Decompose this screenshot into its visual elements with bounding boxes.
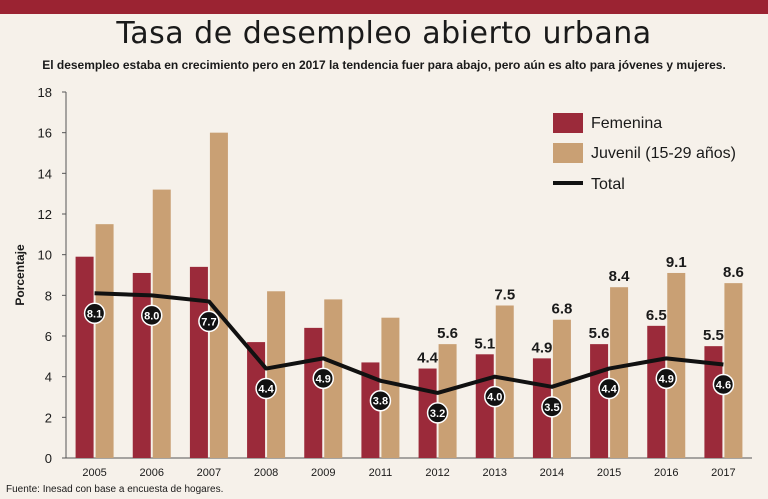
legend-swatch-femenina: [553, 113, 583, 133]
x-tick-label: 2007: [197, 467, 221, 479]
x-tick-label: 2017: [711, 467, 735, 479]
data-label-femenina: 4.4: [417, 350, 439, 367]
bar-juvenil: [152, 189, 171, 458]
point-total: [369, 389, 392, 412]
x-tick-label: 2014: [540, 467, 564, 479]
point-total: [712, 373, 735, 396]
point-total: [541, 396, 563, 418]
x-tick-label: 2006: [140, 467, 164, 479]
y-tick-label: 4: [45, 370, 52, 385]
point-total: [598, 377, 620, 400]
point-total: [141, 304, 163, 327]
bar-femenina: [647, 325, 666, 458]
bar-femenina: [75, 256, 94, 458]
point-total: [198, 310, 220, 333]
data-label-juvenil: 7.5: [494, 287, 515, 304]
y-tick-label: 10: [38, 248, 52, 263]
data-label-total: 8.0: [144, 310, 159, 322]
bar-juvenil: [95, 224, 114, 458]
bar-juvenil: [438, 344, 457, 458]
bar-femenina: [361, 362, 380, 458]
data-label-femenina: 4.9: [531, 339, 552, 356]
data-label-total: 8.1: [87, 308, 102, 320]
x-tick-label: 2005: [82, 467, 106, 479]
y-tick-label: 14: [38, 166, 52, 181]
chart-title: Tasa de desempleo abierto urbana: [116, 16, 652, 51]
x-tick-label: 2016: [654, 467, 678, 479]
top-color-bar: [0, 0, 768, 14]
bar-femenina: [704, 346, 723, 458]
x-tick-label: 2015: [597, 467, 621, 479]
data-label-juvenil: 8.4: [609, 268, 631, 285]
data-label-femenina: 6.5: [646, 307, 667, 324]
line-total: [94, 291, 724, 395]
bar-femenina: [132, 272, 151, 458]
data-label-total: 4.4: [258, 384, 274, 396]
y-axis-label: Porcentaje: [13, 244, 27, 306]
bar-femenina: [590, 344, 609, 458]
y-tick-label: 16: [38, 126, 52, 141]
x-tick-label: 2013: [483, 467, 507, 479]
legend-label-femenina: Femenina: [591, 115, 662, 132]
y-tick-label: 6: [45, 329, 52, 344]
legend-swatch-juvenil: [553, 143, 583, 163]
x-tick-label: 2011: [369, 467, 393, 479]
data-label-total: 3.5: [544, 402, 559, 414]
data-label-total: 3.8: [373, 396, 388, 408]
data-label-femenina: 5.1: [474, 335, 495, 352]
y-tick-label: 8: [45, 288, 52, 303]
legend-label-juvenil: Juvenil (15-29 años): [591, 145, 736, 162]
data-label-juvenil: 9.1: [666, 254, 687, 271]
bar-juvenil: [267, 291, 286, 458]
data-label-total: 3.2: [430, 408, 445, 420]
y-tick-label: 0: [45, 451, 52, 466]
legend-label-total: Total: [591, 176, 625, 193]
bar-femenina: [304, 327, 323, 458]
bar-juvenil: [552, 319, 571, 458]
point-total: [655, 367, 677, 390]
x-tick-label: 2008: [254, 467, 278, 479]
bar-juvenil: [724, 283, 743, 458]
data-label-total: 4.0: [487, 392, 502, 404]
x-tick-label: 2012: [425, 467, 449, 479]
data-label-total: 7.7: [201, 316, 216, 328]
point-total: [83, 302, 106, 325]
bar-juvenil: [495, 305, 514, 458]
x-tick-label: 2009: [311, 467, 335, 479]
data-label-juvenil: 6.8: [551, 301, 572, 318]
point-total: [484, 385, 506, 408]
point-total: [255, 377, 277, 400]
data-label-femenina: 5.6: [589, 325, 610, 342]
data-label-total: 4.9: [316, 373, 331, 385]
point-total: [426, 402, 449, 424]
data-label-total: 4.4: [601, 384, 617, 396]
chart-subtitle: El desempleo estaba en crecimiento pero …: [42, 58, 726, 72]
bar-juvenil: [209, 132, 228, 458]
source-note: Fuente: Inesad con base a encuesta de ho…: [6, 484, 224, 495]
bar-femenina: [247, 342, 266, 458]
bar-juvenil: [667, 272, 686, 458]
data-label-juvenil: 8.6: [723, 264, 744, 281]
bar-femenina: [189, 266, 208, 458]
bar-juvenil: [381, 317, 400, 458]
data-label-total: 4.6: [716, 379, 731, 391]
data-label-femenina: 5.5: [703, 327, 724, 344]
data-label-juvenil: 5.6: [437, 325, 458, 342]
y-tick-label: 12: [38, 207, 52, 222]
data-label-total: 4.9: [659, 373, 674, 385]
point-total: [312, 367, 334, 390]
y-tick-label: 18: [38, 85, 52, 100]
y-tick-label: 2: [45, 410, 52, 425]
bar-juvenil: [610, 287, 629, 458]
